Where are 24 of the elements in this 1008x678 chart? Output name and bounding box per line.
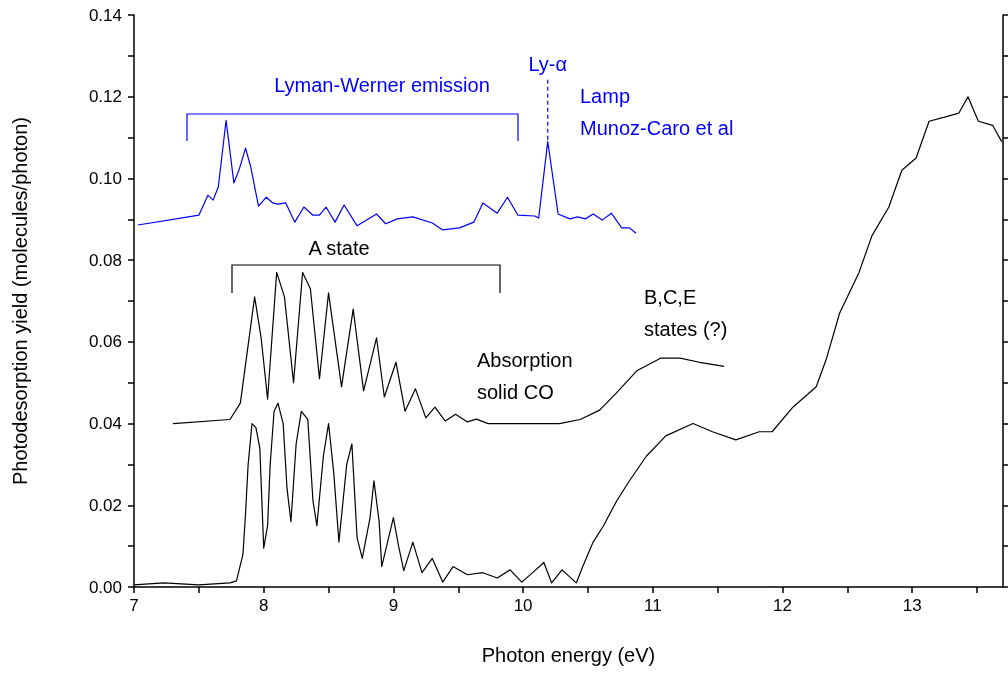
line-series xyxy=(172,271,725,425)
x-tick-label: 10 xyxy=(513,596,533,615)
y-tick-label: 0.02 xyxy=(88,495,122,515)
y-axis-title: Photodesorption yield (molecules/photon) xyxy=(9,117,31,485)
y-tick-label: 0.06 xyxy=(88,332,122,352)
y-tick-label: 0.00 xyxy=(88,577,122,597)
annotation: Lyman-Werner emission xyxy=(274,74,490,96)
x-tick-label: 11 xyxy=(643,596,662,615)
y-tick-label: 0.10 xyxy=(88,168,122,188)
annotation: A state xyxy=(308,237,370,259)
y-tick-label: 0.14 xyxy=(88,5,122,25)
x-tick-label: 9 xyxy=(388,596,399,615)
y-tick-label: 0.04 xyxy=(88,414,122,434)
annotation: B,C,E states (?) xyxy=(644,286,728,340)
annotation: Lamp Munoz-Caro et al xyxy=(580,85,734,139)
x-tick-label: 12 xyxy=(773,596,792,615)
x-tick-label: 13 xyxy=(902,596,922,615)
x-tick-label: 8 xyxy=(258,596,269,615)
x-axis-title: Photon energy (eV) xyxy=(481,644,656,666)
x-tick-label: 7 xyxy=(129,596,139,615)
annotation: Absorption solid CO xyxy=(477,349,573,403)
ref-line-label: Ly-α xyxy=(528,52,568,75)
y-tick-label: 0.12 xyxy=(88,87,122,107)
y-tick-label: 0.08 xyxy=(88,250,122,270)
